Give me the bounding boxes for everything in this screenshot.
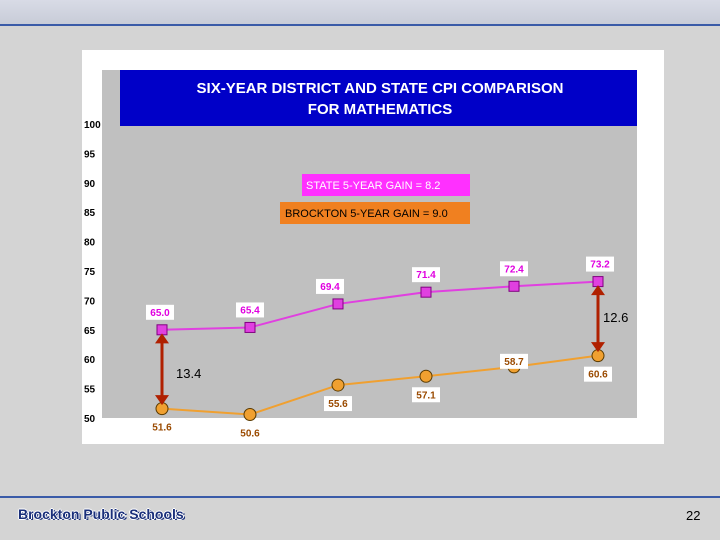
gap-2001-label: 13.4	[176, 366, 201, 381]
data-label-bg	[236, 425, 264, 441]
data-label: 50.6	[240, 428, 260, 439]
y-tick-label: 80	[84, 238, 96, 249]
brockton-gain-box	[280, 202, 470, 224]
chart-title-line-1: SIX-YEAR DISTRICT AND STATE CPI COMPARIS…	[197, 80, 564, 97]
data-label: 72.4	[504, 264, 524, 275]
data-label-bg	[500, 353, 528, 369]
data-point	[419, 369, 433, 383]
y-tick-label: 90	[84, 179, 96, 190]
chart-card: SIX-YEAR DISTRICT AND STATE CPI COMPARIS…	[82, 50, 664, 444]
chart-svg: SIX-YEAR DISTRICT AND STATE CPI COMPARIS…	[84, 70, 637, 441]
title-box	[120, 70, 637, 126]
state-gain-box	[302, 174, 470, 196]
state-gain-label: STATE 5-YEAR GAIN = 8.2	[306, 180, 440, 192]
data-label: 73.2	[590, 260, 610, 271]
data-point	[420, 286, 432, 298]
top-bar	[0, 0, 720, 26]
data-label-bg	[412, 267, 440, 283]
y-tick-label: 55	[84, 385, 96, 396]
data-point	[244, 321, 256, 333]
bottom-rule	[0, 496, 720, 498]
series-line	[161, 280, 599, 331]
data-point	[243, 407, 257, 421]
y-tick-label: 85	[84, 208, 96, 219]
data-label: 58.7	[504, 357, 524, 368]
data-label-bg	[316, 278, 344, 294]
data-label: 69.4	[320, 282, 340, 293]
plot-area	[102, 70, 637, 418]
data-point	[332, 298, 344, 310]
y-tick-label: 70	[84, 296, 96, 307]
data-label-bg	[148, 419, 176, 435]
data-label: 65.0	[150, 308, 170, 319]
gap-2006-arrow	[591, 285, 605, 353]
gap-2001-arrow	[155, 333, 169, 406]
data-label: 60.6	[588, 370, 608, 381]
data-label-bg	[146, 304, 174, 320]
data-label-bg	[412, 387, 440, 403]
data-label: 71.4	[416, 270, 436, 281]
data-label: 55.6	[328, 399, 348, 410]
y-tick-label: 50	[84, 414, 96, 425]
y-tick-label: 95	[84, 149, 96, 160]
data-point	[508, 280, 520, 292]
data-point	[592, 276, 604, 288]
data-point	[156, 324, 168, 336]
data-label-bg	[500, 261, 528, 277]
y-tick-label: 100	[84, 120, 101, 131]
data-label: 57.1	[416, 390, 436, 401]
y-tick-label: 75	[84, 267, 96, 278]
chart-title-line-2: FOR MATHEMATICS	[308, 101, 452, 118]
brockton-gain-label: BROCKTON 5-YEAR GAIN = 9.0	[285, 208, 448, 220]
data-label: 51.6	[152, 423, 172, 434]
y-tick-label: 60	[84, 355, 96, 366]
data-point	[331, 378, 345, 392]
data-label-bg	[236, 302, 264, 318]
y-tick-label: 65	[84, 326, 96, 337]
data-label-bg	[324, 396, 352, 412]
data-label: 65.4	[240, 305, 260, 316]
page-number: 22	[686, 508, 701, 523]
data-label-bg	[586, 256, 614, 272]
school-logo: Brockton Public Schools	[18, 506, 184, 522]
data-label-bg	[584, 366, 612, 382]
gap-2006-label: 12.6	[603, 310, 628, 325]
